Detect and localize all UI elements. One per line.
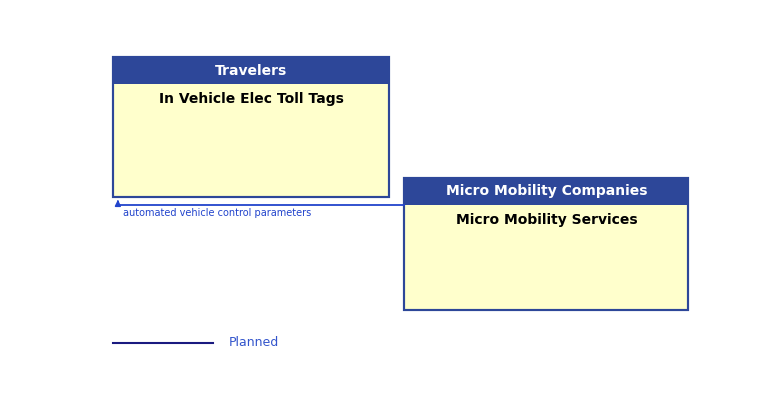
Bar [113,57,389,84]
Text: Micro Mobility Companies: Micro Mobility Companies [446,185,647,199]
Text: Travelers: Travelers [215,64,287,78]
Bar [113,57,389,197]
Text: In Vehicle Elec Toll Tags: In Vehicle Elec Toll Tags [159,92,344,106]
Text: Planned: Planned [229,336,279,349]
Bar [404,178,688,309]
Text: automated vehicle control parameters: automated vehicle control parameters [123,208,311,218]
Bar [404,178,688,309]
Bar [113,57,389,197]
Text: Micro Mobility Services: Micro Mobility Services [456,213,637,227]
Bar [404,178,688,205]
